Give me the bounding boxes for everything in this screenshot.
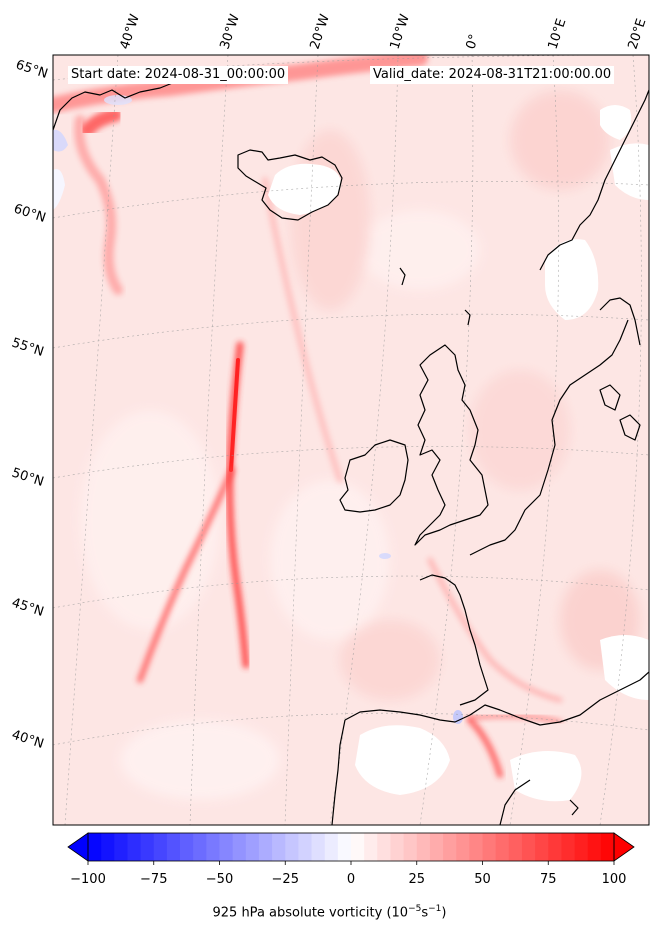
iceland-coast	[237, 149, 343, 221]
colorbar-cell	[272, 833, 286, 861]
colorbar-extend-max	[613, 832, 635, 862]
colorbar-cell	[140, 833, 155, 861]
great-britain-coast	[414, 344, 489, 546]
sweden-coast	[599, 297, 641, 346]
colorbar-ticks: −100 −75 −50 −25 0 25 50 75 100	[70, 861, 626, 887]
colorbar-cell	[180, 833, 194, 861]
colorbar-cell	[364, 833, 378, 861]
colorbar-cell	[587, 833, 602, 861]
longitude-label: 40°W	[118, 12, 143, 51]
colorbar-title: 925 hPa absolute vorticity (10−5s−1)	[0, 904, 659, 920]
latitude-labels: 65°N 60°N 55°N 50°N 45°N 40°N	[10, 58, 50, 752]
colorbar-cell	[114, 833, 128, 861]
faroe-coast	[399, 267, 406, 286]
colorbar-cell	[101, 833, 115, 861]
balearic-coast	[569, 799, 579, 816]
ireland-coast	[339, 439, 409, 513]
colorbar-cell	[324, 833, 339, 861]
colorbar-cell	[521, 833, 536, 861]
map-frame	[52, 54, 650, 826]
longitude-labels: 40°W 30°W 20°W 10°W 0° 10°E 20°E	[118, 12, 650, 51]
colorbar-tick-label: 50	[474, 872, 491, 887]
colorbar-cell	[193, 833, 207, 861]
shetland-coast	[464, 309, 471, 326]
norway-coast	[539, 89, 649, 271]
colorbar-cell	[456, 833, 470, 861]
valid-date-label: Valid_date: 2024-08-31T21:00:00.00	[370, 66, 615, 84]
longitude-label: 20°W	[308, 12, 333, 51]
longitude-label: 0°	[464, 33, 483, 52]
colorbar-title-prefix: 925 hPa absolute vorticity (10	[212, 905, 409, 921]
colorbar-cell	[127, 833, 141, 861]
colorbar-tick-label: −100	[70, 872, 106, 887]
colorbar-cell	[311, 833, 326, 861]
latitude-label: 55°N	[10, 336, 46, 360]
iberia-north-coast	[344, 671, 649, 726]
colorbar-cell	[495, 833, 510, 861]
iberia-east-coast	[499, 779, 531, 825]
colorbar-cell	[482, 833, 497, 861]
colorbar-cell	[429, 833, 444, 861]
colorbar-title-exp1: −5	[408, 904, 422, 914]
greenland-coast	[53, 81, 176, 131]
colorbar-extend-min	[67, 832, 89, 862]
colorbar-cell	[153, 833, 168, 861]
colorbar-cell	[535, 833, 549, 861]
colorbar-cell	[88, 833, 102, 861]
latitude-label: 60°N	[12, 202, 48, 226]
colorbar-tick-label: 0	[347, 872, 355, 887]
colorbar-title-mid: s	[421, 905, 429, 921]
colorbar-cell	[548, 833, 562, 861]
colorbar-cell	[469, 833, 483, 861]
colorbar-cells	[88, 833, 615, 861]
colorbar-cell	[258, 833, 273, 861]
colorbar-cell	[416, 833, 431, 861]
colorbar-cell	[508, 833, 523, 861]
colorbar-cell	[285, 833, 299, 861]
colorbar-cell	[232, 833, 247, 861]
coastlines	[53, 81, 649, 825]
denmark-coast	[599, 384, 621, 411]
longitude-label: 20°E	[626, 17, 650, 51]
colorbar-cell	[377, 833, 391, 861]
colorbar-cell	[561, 833, 575, 861]
longitude-label: 10°E	[546, 17, 570, 51]
longitude-label: 10°W	[388, 12, 413, 51]
colorbar-cell	[166, 833, 181, 861]
colorbar-tick-label: −75	[140, 872, 167, 887]
colorbar-title-suffix: )	[441, 905, 447, 921]
colorbar-cell	[443, 833, 457, 861]
colorbar-cell	[337, 833, 352, 861]
colorbar-tick-label: 100	[602, 872, 627, 887]
latitude-label: 40°N	[10, 728, 46, 752]
france-west-coast	[419, 574, 489, 706]
vorticity-bands	[53, 55, 563, 778]
colorbar-cell	[600, 833, 615, 861]
colorbar-tick-label: −25	[272, 872, 299, 887]
colorbar-cell	[298, 833, 312, 861]
colorbar-tick-label: 75	[540, 872, 557, 887]
map-panel	[53, 55, 649, 825]
colorbar-title-exp2: −1	[428, 904, 442, 914]
continental-coast	[469, 319, 629, 556]
latitude-label: 45°N	[10, 596, 46, 620]
colorbar-tick-label: −50	[206, 872, 233, 887]
colorbar-tick-label: 25	[408, 872, 425, 887]
colorbar-cell	[351, 833, 365, 861]
colorbar-cell	[390, 833, 404, 861]
latitude-label: 65°N	[14, 58, 50, 82]
low-vorticity-regions	[53, 105, 649, 802]
colorbar-cell	[219, 833, 234, 861]
island-baltic-coast	[619, 414, 641, 441]
colorbar-cell	[206, 833, 220, 861]
iberia-west-coast	[331, 719, 346, 825]
colorbar: −100 −75 −50 −25 0 25 50 75 100	[67, 832, 635, 887]
colorbar-cell	[245, 833, 260, 861]
colorbar-cell	[403, 833, 418, 861]
start-date-label: Start date: 2024-08-31_00:00:00	[68, 66, 289, 84]
longitude-label: 30°W	[218, 12, 243, 51]
colorbar-cell	[574, 833, 589, 861]
latitude-label: 50°N	[10, 466, 46, 490]
